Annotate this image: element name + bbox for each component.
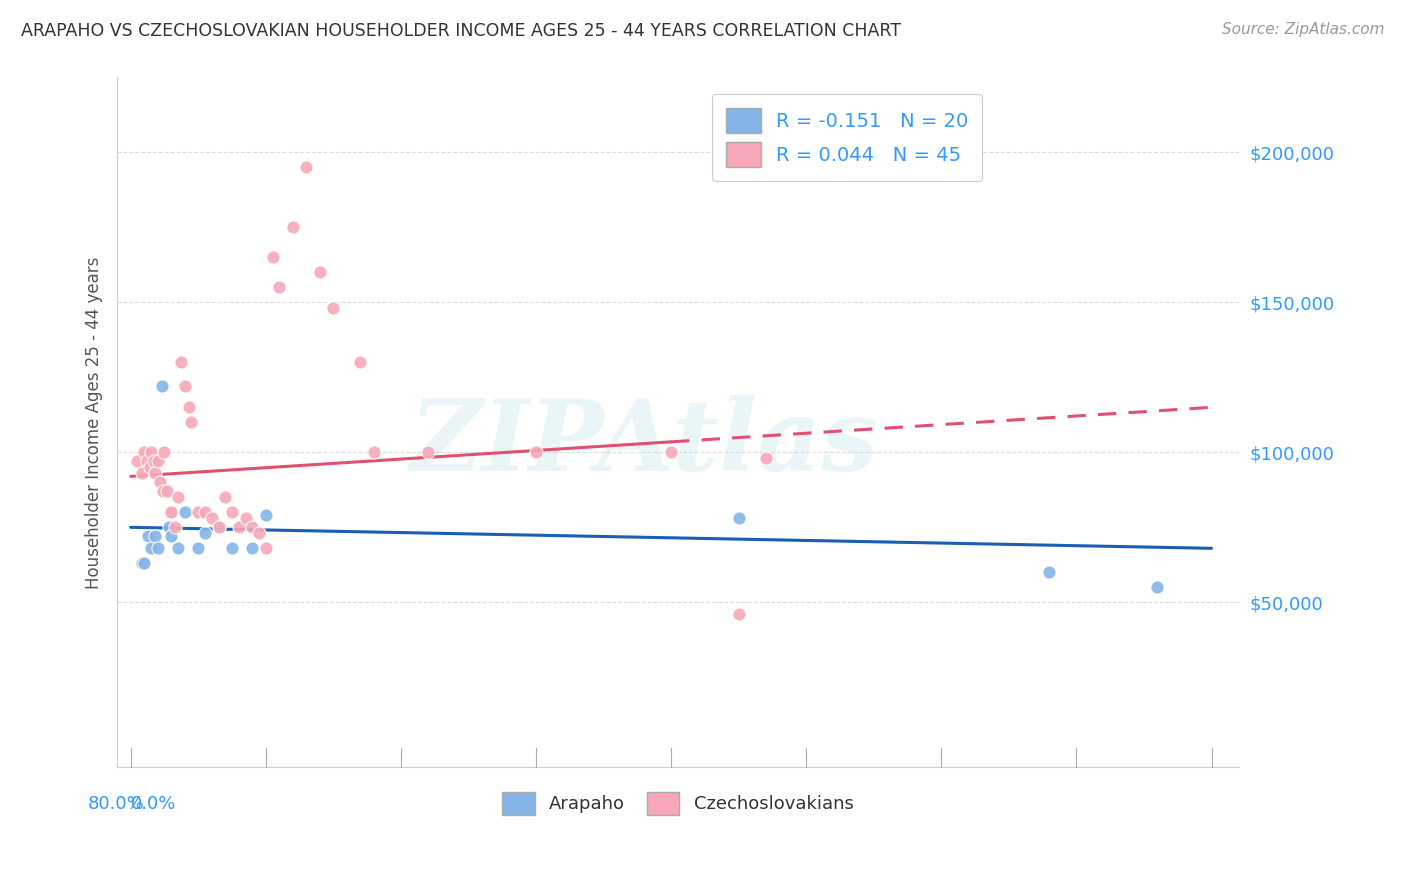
Point <box>659 445 682 459</box>
Point <box>142 454 165 468</box>
Point <box>262 251 284 265</box>
Text: ZIPAtlas: ZIPAtlas <box>409 395 879 491</box>
Point <box>165 520 187 534</box>
Point <box>134 557 156 571</box>
Point <box>159 505 181 519</box>
Text: ARAPAHO VS CZECHOSLOVAKIAN HOUSEHOLDER INCOME AGES 25 - 44 YEARS CORRELATION CHA: ARAPAHO VS CZECHOSLOVAKIAN HOUSEHOLDER I… <box>21 22 901 40</box>
Point <box>295 161 318 175</box>
Point <box>524 445 547 459</box>
Point <box>755 451 778 466</box>
Point <box>308 265 330 279</box>
Point <box>152 484 174 499</box>
Point <box>173 505 195 519</box>
Point <box>281 220 304 235</box>
Point <box>235 511 257 525</box>
Point <box>138 460 160 475</box>
Point <box>156 484 179 499</box>
Point <box>194 526 217 541</box>
Point <box>167 541 190 556</box>
Point <box>187 541 209 556</box>
Point <box>349 355 371 369</box>
Point <box>269 280 291 294</box>
Point <box>322 301 344 316</box>
Y-axis label: Householder Income Ages 25 - 44 years: Householder Income Ages 25 - 44 years <box>86 256 103 589</box>
Point <box>240 520 263 534</box>
Point <box>139 445 162 459</box>
Point <box>131 557 153 571</box>
Point <box>134 445 156 459</box>
Point <box>150 379 173 393</box>
Point <box>240 541 263 556</box>
Point <box>139 541 162 556</box>
Text: 80.0%: 80.0% <box>87 795 145 813</box>
Point <box>127 454 149 468</box>
Point <box>170 355 193 369</box>
Point <box>135 454 157 468</box>
Point <box>727 607 749 622</box>
Point <box>136 529 159 543</box>
Point <box>221 505 243 519</box>
Point <box>207 520 229 534</box>
Point <box>143 467 166 481</box>
Point <box>167 491 190 505</box>
Point <box>173 379 195 393</box>
Point <box>194 505 217 519</box>
Point <box>160 505 183 519</box>
Point <box>149 475 172 490</box>
Point <box>201 511 224 525</box>
Point <box>228 520 250 534</box>
Point <box>187 505 209 519</box>
Point <box>131 467 153 481</box>
Point <box>1038 566 1060 580</box>
Point <box>146 454 169 468</box>
Point <box>143 529 166 543</box>
Point <box>727 511 749 525</box>
Point <box>177 401 200 415</box>
Point <box>214 491 236 505</box>
Point <box>221 541 243 556</box>
Text: 0.0%: 0.0% <box>131 795 176 813</box>
Point <box>254 508 277 523</box>
Text: Source: ZipAtlas.com: Source: ZipAtlas.com <box>1222 22 1385 37</box>
Point <box>1146 580 1168 594</box>
Legend: Arapaho, Czechoslovakians: Arapaho, Czechoslovakians <box>494 782 863 824</box>
Point <box>157 520 180 534</box>
Point <box>207 520 229 534</box>
Point <box>146 541 169 556</box>
Point <box>416 445 439 459</box>
Point <box>153 445 176 459</box>
Point <box>247 526 270 541</box>
Point <box>180 415 202 429</box>
Point <box>254 541 277 556</box>
Point <box>160 529 183 543</box>
Point <box>363 445 385 459</box>
